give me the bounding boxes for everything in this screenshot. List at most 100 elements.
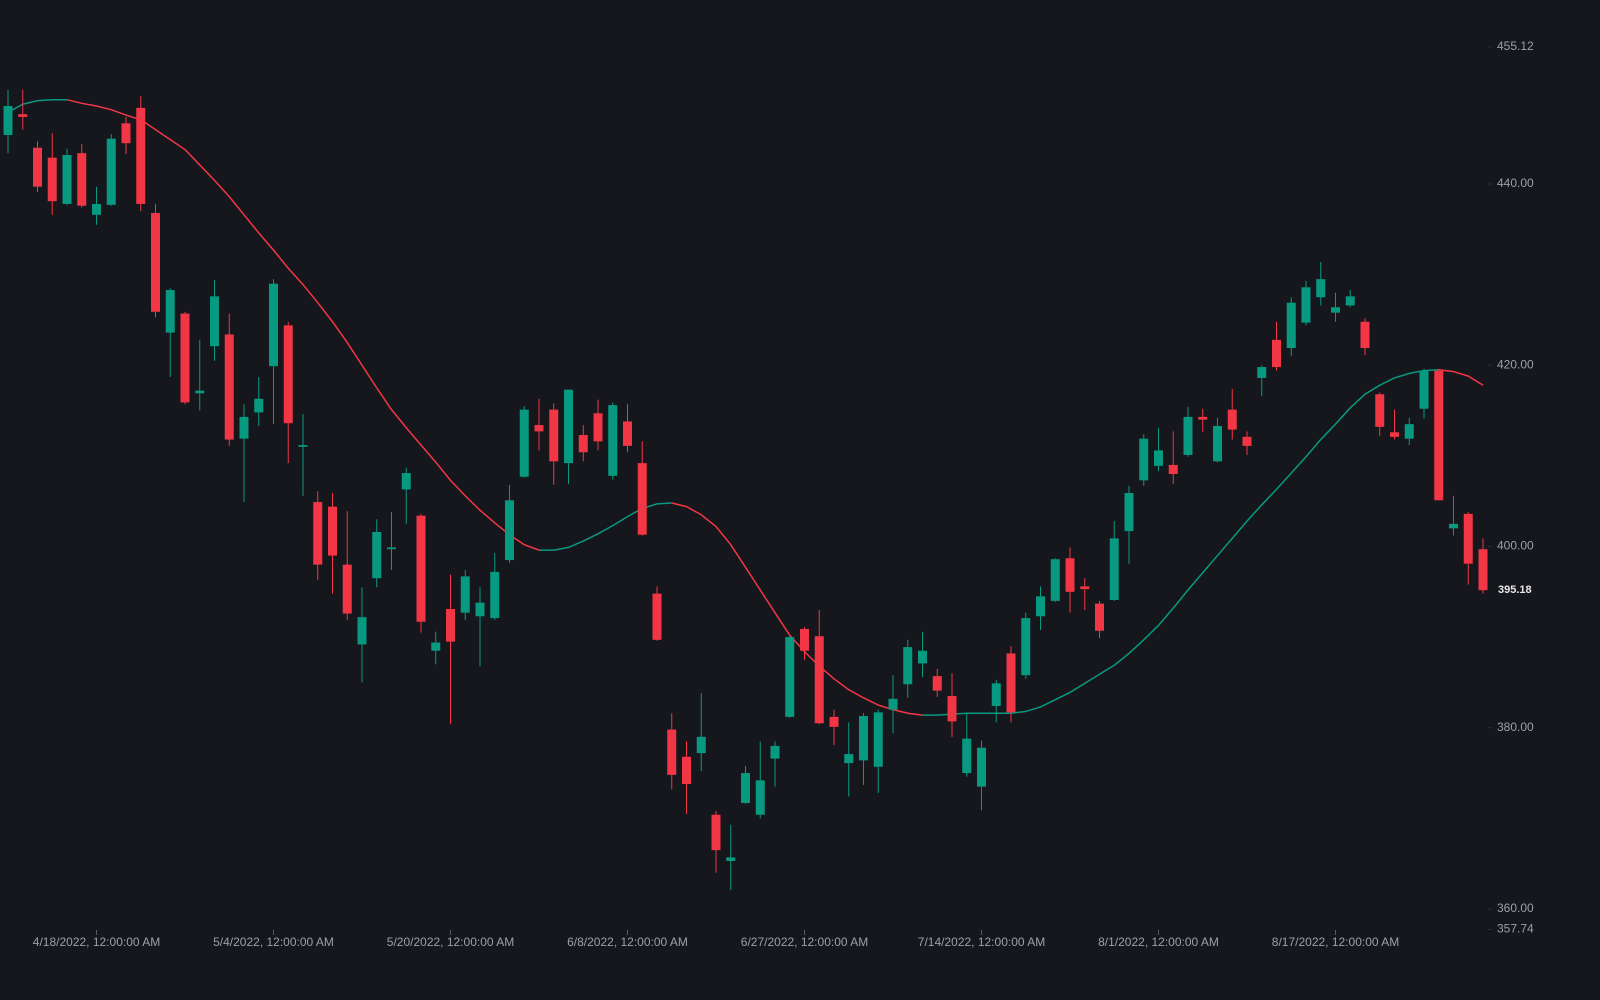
candle-body xyxy=(829,716,839,727)
candle-body xyxy=(696,736,706,754)
moving-average-line xyxy=(66,98,540,551)
candle-body xyxy=(918,650,927,664)
candle-body xyxy=(814,636,824,724)
candle-body xyxy=(18,114,28,117)
candle-body xyxy=(1257,367,1267,378)
candle-body xyxy=(844,754,854,764)
last-price-label: 395.18 xyxy=(1498,584,1532,596)
candle-body xyxy=(1463,513,1473,564)
candle-body xyxy=(416,515,426,622)
candle-body xyxy=(623,421,632,446)
candle-body xyxy=(1286,302,1296,349)
candle-body xyxy=(298,444,308,447)
candle-body xyxy=(652,593,662,640)
y-tick-label: 380.00 xyxy=(1497,720,1534,734)
candle-body xyxy=(1021,618,1031,676)
candle-body xyxy=(121,123,131,144)
candle-body xyxy=(1109,538,1119,600)
candle-body xyxy=(460,576,470,613)
y-tick-label: 360.00 xyxy=(1497,901,1534,915)
candle-body xyxy=(726,857,736,861)
moving-average-line xyxy=(671,502,923,716)
candle-body xyxy=(1095,603,1104,631)
candle-body xyxy=(1036,596,1045,617)
candle-body xyxy=(1345,296,1355,306)
y-tick-label: 420.00 xyxy=(1497,357,1534,371)
y-tick-label: 357.74 xyxy=(1497,922,1534,936)
x-tick-label: 5/20/2022, 12:00:00 AM xyxy=(387,935,514,949)
candle-body xyxy=(903,647,913,685)
candle-body xyxy=(1375,394,1385,427)
candle-body xyxy=(1419,370,1429,409)
moving-average-line xyxy=(539,502,672,551)
candle-body xyxy=(549,409,559,462)
candle-body xyxy=(534,425,544,432)
candle-body xyxy=(637,463,647,535)
candle-body xyxy=(1478,549,1488,591)
candle-body xyxy=(1183,416,1193,455)
candle-body xyxy=(195,390,205,394)
candle-body xyxy=(313,502,323,565)
candle-body xyxy=(357,617,367,645)
candle-body xyxy=(1065,558,1075,592)
candle-body xyxy=(888,698,898,710)
candle-body xyxy=(210,296,219,347)
candle-body xyxy=(962,738,972,774)
candle-body xyxy=(165,290,175,333)
candle-body xyxy=(859,715,868,761)
candle-body xyxy=(446,609,455,642)
candle-body xyxy=(1449,523,1458,529)
candle-body xyxy=(151,212,160,312)
candle-body xyxy=(106,138,116,205)
candle-body xyxy=(578,435,588,453)
candle-body xyxy=(505,500,514,561)
candle-body xyxy=(1050,559,1060,601)
x-tick-label: 8/17/2022, 12:00:00 AM xyxy=(1272,935,1399,949)
candle-body xyxy=(431,642,441,651)
candle-body xyxy=(1360,321,1370,349)
candle-body xyxy=(239,416,249,439)
candle-body xyxy=(387,547,396,550)
candle-body xyxy=(77,153,87,206)
moving-average-line xyxy=(1438,369,1484,386)
moving-average-line xyxy=(7,98,67,114)
x-tick-label: 6/27/2022, 12:00:00 AM xyxy=(741,935,868,949)
candle-body xyxy=(785,637,795,717)
candle-body xyxy=(3,106,13,136)
candle-body xyxy=(1124,493,1134,532)
candle-body xyxy=(136,107,146,204)
candle-body xyxy=(977,747,986,787)
candle-body xyxy=(1198,416,1208,420)
candle-body xyxy=(1301,287,1311,323)
candle-body xyxy=(401,473,411,490)
candle-body xyxy=(1139,438,1149,481)
candle-body xyxy=(1434,370,1444,501)
candle-body xyxy=(711,814,721,851)
candle-body xyxy=(283,325,293,424)
candle-body xyxy=(947,696,957,722)
candle-body xyxy=(1168,464,1178,474)
candle-body xyxy=(755,780,765,815)
candle-body xyxy=(1213,425,1222,462)
candle-body xyxy=(932,676,942,691)
candle-body xyxy=(770,745,780,759)
candle-body xyxy=(47,157,57,202)
candle-body xyxy=(92,203,101,215)
candle-body xyxy=(475,602,485,617)
candle-body xyxy=(180,313,190,403)
x-tick-label: 4/18/2022, 12:00:00 AM xyxy=(33,935,160,949)
candle-body xyxy=(1006,653,1016,713)
candle-body xyxy=(667,729,677,775)
candle-body xyxy=(519,409,529,477)
candle-body xyxy=(1242,436,1252,446)
candle-body xyxy=(328,506,337,556)
x-tick-label: 8/1/2022, 12:00:00 AM xyxy=(1098,935,1219,949)
candle-body xyxy=(564,389,573,464)
y-tick-label: 400.00 xyxy=(1497,539,1534,553)
candle-body xyxy=(800,628,809,651)
candle-body xyxy=(593,413,603,442)
candle-body xyxy=(1331,307,1340,313)
